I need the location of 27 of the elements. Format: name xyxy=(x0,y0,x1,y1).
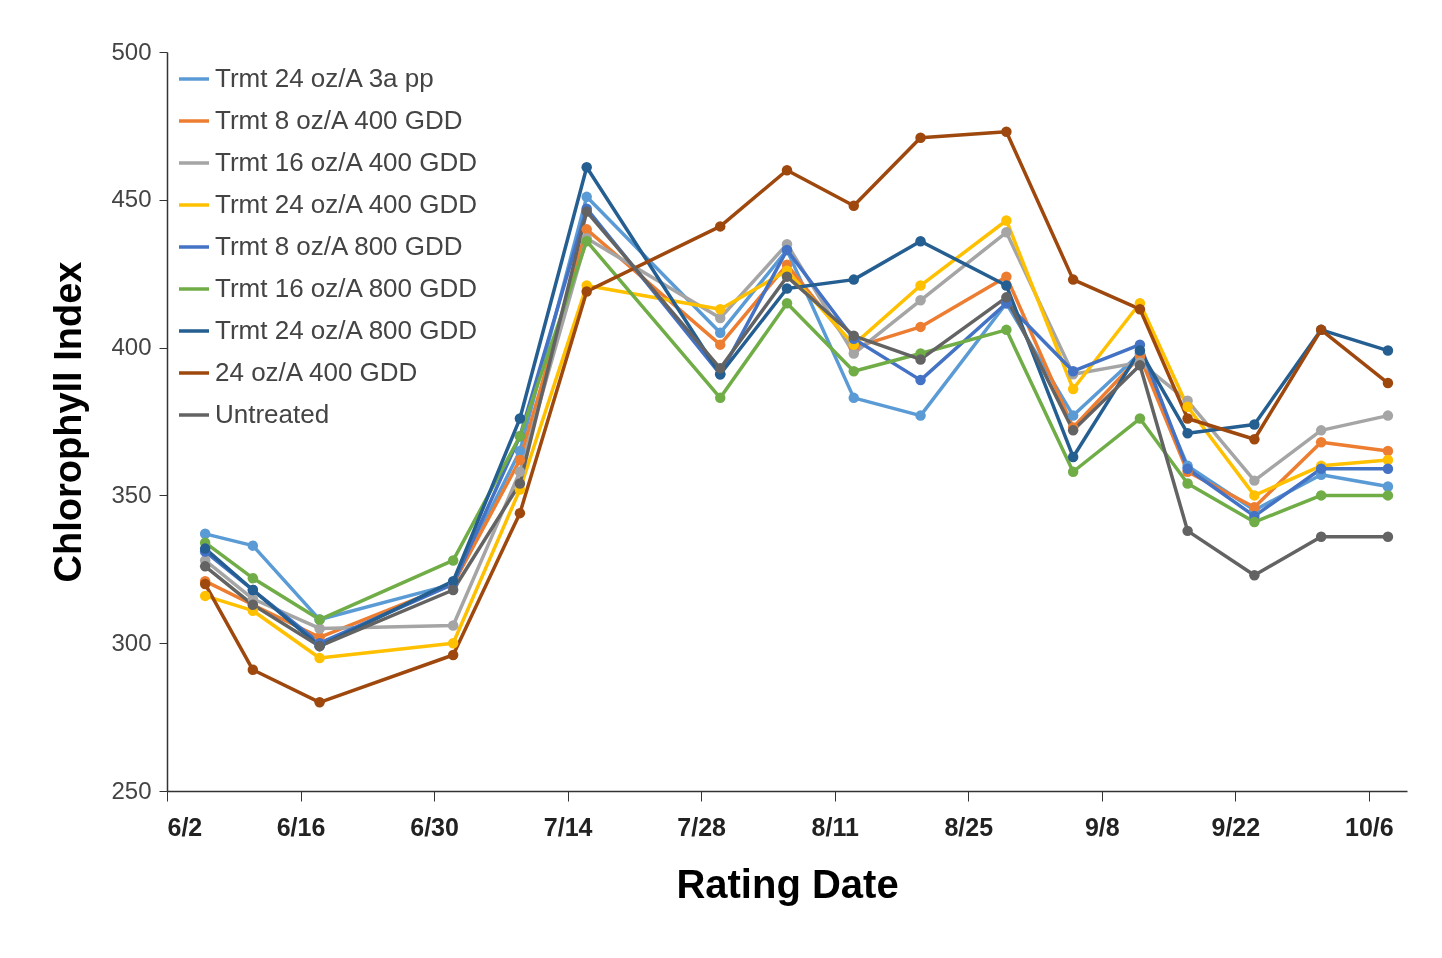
x-tick-label: 6/30 xyxy=(410,812,459,841)
x-tick-label: 7/14 xyxy=(543,812,593,841)
x-tick-label: 10/6 xyxy=(1345,812,1394,841)
x-tick-label: 9/8 xyxy=(1084,812,1120,841)
y-tick-label: 500 xyxy=(111,37,152,65)
legend-label: Trmt 16 oz/A 800 GDD xyxy=(215,273,478,303)
y-tick-label: 350 xyxy=(111,480,152,508)
legend-label: Trmt 8 oz/A 800 GDD xyxy=(215,231,463,261)
x-tick-label: 8/25 xyxy=(944,812,994,841)
y-tick-label: 450 xyxy=(111,185,152,213)
y-tick-label: 400 xyxy=(111,333,152,361)
y-tick-label: 300 xyxy=(111,628,152,656)
x-tick-label: 6/2 xyxy=(167,812,203,841)
x-tick-label: 8/11 xyxy=(811,812,859,841)
y-tick-label: 250 xyxy=(111,776,152,804)
legend-label: Trmt 16 oz/A 400 GDD xyxy=(215,147,478,177)
legend-label: Trmt 24 oz/A 800 GDD xyxy=(215,315,478,345)
x-tick-label: 9/22 xyxy=(1211,812,1261,841)
legend-label: Trmt 8 oz/A 400 GDD xyxy=(215,105,463,135)
legend-label: Trmt 24 oz/A 400 GDD xyxy=(215,189,478,219)
x-tick-label: 7/28 xyxy=(677,812,727,841)
legend-label: 24 oz/A 400 GDD xyxy=(215,357,418,387)
x-tick-label: 6/16 xyxy=(276,812,326,841)
legend-label: Untreated xyxy=(215,399,330,429)
legend-label: Trmt 24 oz/A 3a pp xyxy=(215,63,434,93)
y-axis-title: Chlorophyll Index xyxy=(47,261,90,583)
x-axis-title: Rating Date xyxy=(676,861,899,906)
